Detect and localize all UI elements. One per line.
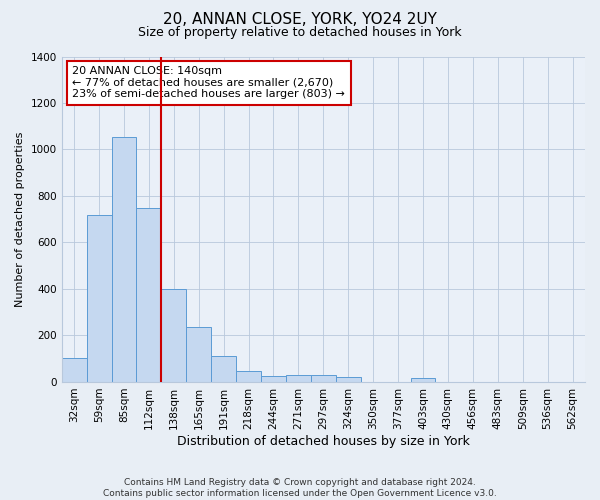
Bar (410, 378, 436, 382)
Bar (62, 358, 86, 382)
Y-axis label: Number of detached properties: Number of detached properties (15, 132, 25, 307)
Bar (136, 208, 161, 382)
Bar (236, 372, 261, 382)
Text: 20, ANNAN CLOSE, YORK, YO24 2UY: 20, ANNAN CLOSE, YORK, YO24 2UY (163, 12, 437, 28)
Bar (186, 328, 211, 382)
Bar (311, 375, 336, 382)
Bar (161, 289, 186, 382)
Bar (211, 356, 236, 382)
Text: Size of property relative to detached houses in York: Size of property relative to detached ho… (138, 26, 462, 39)
Bar (286, 375, 311, 382)
Bar (336, 378, 361, 382)
X-axis label: Distribution of detached houses by size in York: Distribution of detached houses by size … (177, 434, 470, 448)
Bar (261, 376, 286, 382)
Bar (112, 136, 136, 382)
Text: 20 ANNAN CLOSE: 140sqm
← 77% of detached houses are smaller (2,670)
23% of semi-: 20 ANNAN CLOSE: 140sqm ← 77% of detached… (72, 66, 345, 100)
Text: Contains HM Land Registry data © Crown copyright and database right 2024.
Contai: Contains HM Land Registry data © Crown c… (103, 478, 497, 498)
Bar (86, 214, 112, 382)
